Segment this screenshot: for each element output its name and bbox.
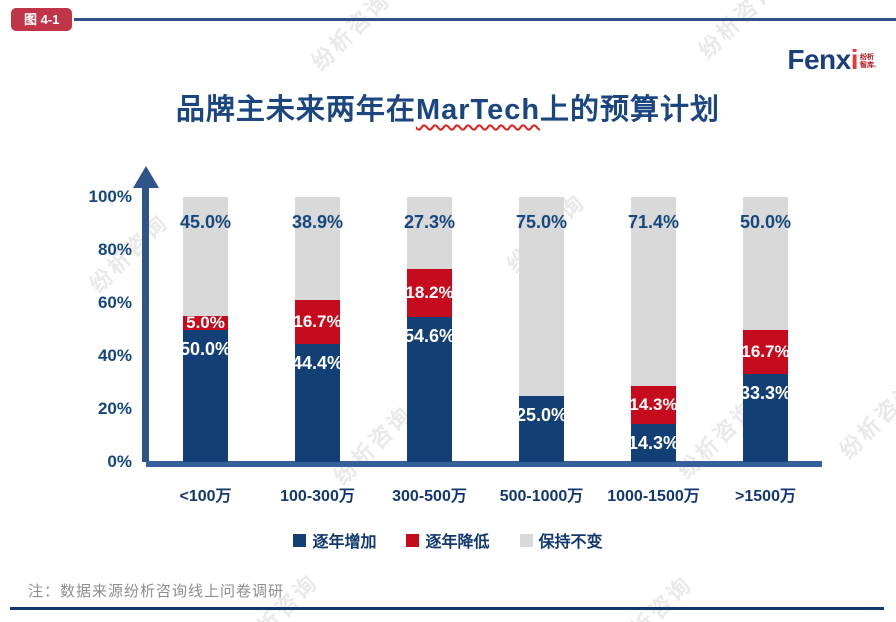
bar-value-label: 45.0% [179,212,232,232]
bar-segment-increase: 54.6% [403,317,456,462]
source-note: 注：数据来源纷析咨询线上问卷调研 [28,583,285,600]
legend-item-unchanged: 保持不变 [519,528,603,552]
bar-segment-decrease: 16.7% [293,300,342,345]
bar-segment-increase: 14.3% [627,424,680,462]
logo-subtext: 纷析 智库。 [860,54,880,70]
bar-value-label: 50.0% [739,212,792,232]
logo-wordmark: Fenxi [787,45,858,75]
legend-label-unchanged: 保持不变 [538,534,603,551]
x-axis-category-label: 500-1000万 [499,488,584,505]
y-axis-tick-label: 40% [97,346,132,365]
logo-text-fenx: Fenx [787,44,851,75]
stacked-bar: 38.9% 16.7% 44.4% [291,197,344,462]
legend-item-increase: 逐年增加 [293,528,376,552]
logo-subtext-line1: 纷析 [859,54,874,61]
y-axis-tick-label: 100% [88,187,132,206]
legend-swatch-decrease [406,533,420,547]
bar-segment-increase: 33.3% [739,373,792,462]
watermark-text: 纷析咨询 [608,570,698,622]
bar-segment-unchanged: 50.0% [739,197,792,330]
legend-item-decrease: 逐年降低 [406,528,490,552]
bar-segment-decrease: 5.0% [183,312,228,332]
stacked-bar: 27.3% 18.2% 54.6% [403,197,456,462]
x-axis-category-label: 1000-1500万 [607,488,700,505]
figure-number-badge: 图 4-1 [11,8,73,31]
legend-label-decrease: 逐年降低 [425,534,490,551]
bar-segment-increase: 44.4% [291,344,344,462]
bar-segment-decrease: 16.7% [741,329,790,374]
legend-label-increase: 逐年增加 [312,534,377,551]
chart-title: 品牌主未来两年在MarTech上的预算计划 [0,86,896,128]
y-axis-tick-label: 60% [97,293,132,312]
bar-value-label: 27.3% [403,212,456,232]
bar-value-label: 50.0% [179,338,232,359]
bar-value-label: 44.4% [291,353,344,374]
title-prefix: 品牌主未来两年在 [175,94,416,126]
y-axis-tick-label: 80% [97,240,132,259]
y-axis [142,186,149,462]
bar-value-label: 75.0% [515,212,568,232]
bar-value-label: 16.7% [293,312,342,332]
bar-segment-unchanged: 38.9% [291,197,344,301]
bar-segment-unchanged: 27.3% [403,197,456,270]
bar-value-label: 14.3% [627,433,680,454]
logo-text-i: i [850,44,859,75]
x-axis [146,461,822,467]
watermark-text: 纷析咨询 [834,374,896,464]
y-axis-tick-label: 20% [97,399,132,418]
x-axis-category-label: 300-500万 [392,488,467,505]
bar-segment-unchanged: 71.4% [627,197,680,387]
bar-segment-decrease: 14.3% [629,386,678,425]
bar-value-label: 5.0% [186,312,225,332]
title-martech-underlined: MarTech [415,94,541,126]
stacked-bar: 71.4% 14.3% 14.3% [627,197,680,462]
bar-segment-increase: 25.0% [515,395,568,462]
x-axis-category-label: >1500万 [735,488,796,505]
stacked-bar: 75.0% 25.0% [515,197,568,462]
bar-value-label: 54.6% [403,326,456,347]
bar-value-label: 25.0% [515,404,568,425]
y-axis-tick-label: 0% [107,452,132,471]
header-divider-line [74,18,896,21]
logo-trademark: 。 [873,63,880,69]
bar-segment-unchanged: 75.0% [515,197,568,396]
bar-segment-decrease: 18.2% [405,269,454,318]
stacked-bar: 50.0% 16.7% 33.3% [739,197,792,462]
x-axis-category-label: 100-300万 [280,488,355,505]
bar-value-label: 38.9% [291,212,344,232]
stacked-bar: 45.0% 5.0% 50.0% [179,197,232,462]
watermark-text: 纷析咨询 [693,0,783,64]
title-suffix: 上的预算计划 [540,94,721,126]
legend-swatch-increase [293,533,307,547]
legend-swatch-unchanged [519,533,533,547]
bar-value-label: 14.3% [629,395,678,415]
legend: 逐年增加 逐年降低 保持不变 [30,528,866,552]
y-axis-arrow-icon [133,166,159,188]
bar-value-label: 18.2% [405,283,454,303]
x-axis-category-label: <100万 [179,488,232,505]
fenxi-logo: Fenxi 纷析 智库。 [787,45,880,75]
bar-value-label: 33.3% [739,382,792,403]
bar-segment-increase: 50.0% [179,329,232,462]
bar-value-label: 71.4% [627,212,680,232]
logo-subtext-line2: 智库 [859,62,874,69]
footer-divider-line [10,607,884,610]
bar-segment-unchanged: 45.0% [179,197,232,317]
bar-value-label: 16.7% [741,341,790,361]
watermark-text: 纷析咨询 [306,0,396,76]
